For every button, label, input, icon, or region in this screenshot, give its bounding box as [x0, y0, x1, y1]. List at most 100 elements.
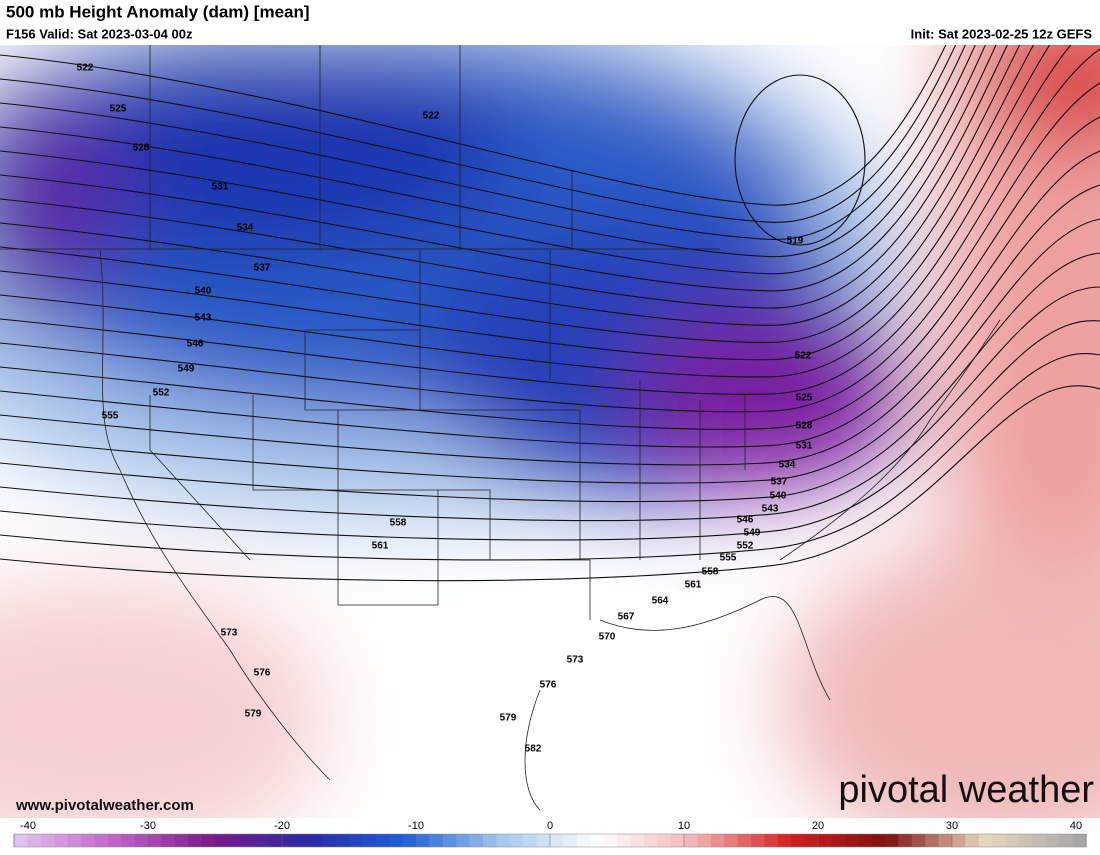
- contour-label: 555: [102, 411, 119, 422]
- colorbar-cell: [657, 834, 672, 847]
- colorbar-cell: [483, 834, 497, 847]
- colorbar-tick-label: -30: [140, 820, 156, 832]
- contour-line: [0, 286, 1100, 522]
- contour-label: 543: [195, 313, 212, 324]
- contour-line: [0, 252, 1100, 503]
- contour-line: [0, 385, 1100, 582]
- website: www.pivotalweather.com: [15, 797, 194, 814]
- colorbar-cell: [14, 834, 28, 847]
- colorbar-tick-label: 20: [812, 820, 824, 832]
- colorbar-cell: [496, 834, 511, 847]
- contour-label: 531: [212, 182, 229, 193]
- colorbar-cell: [938, 834, 953, 847]
- colorbar-cell: [54, 834, 69, 847]
- colorbar-cell: [710, 834, 725, 847]
- contour-label: 546: [737, 515, 754, 526]
- contour-label: 549: [178, 364, 195, 375]
- colorbar-cell: [27, 834, 42, 847]
- colorbar-cell: [952, 834, 966, 847]
- colorbar-cell: [402, 834, 417, 847]
- colorbar-cell: [268, 834, 283, 847]
- contour-label: 561: [685, 580, 702, 591]
- colorbar-cell: [617, 834, 631, 847]
- colorbar-cell: [643, 834, 658, 847]
- init-time: Init: Sat 2023-02-25 12z GEFS: [911, 26, 1093, 41]
- colorbar-tick-label: 40: [1070, 820, 1082, 832]
- colorbar-cell: [536, 834, 551, 847]
- contour-line: [0, 45, 957, 223]
- colorbar-cell: [697, 834, 712, 847]
- contour-line: [0, 150, 1100, 448]
- contour-label: 567: [618, 612, 635, 623]
- colorbar-cell: [550, 834, 564, 847]
- contour-label: 579: [500, 713, 517, 724]
- colorbar-cell: [40, 834, 55, 847]
- colorbar-cell: [965, 834, 980, 847]
- title: 500 mb Height Anomaly (dam) [mean]: [6, 2, 310, 21]
- contour-line: [0, 45, 966, 240]
- contour-line: [0, 320, 1100, 541]
- valid-time: F156 Valid: Sat 2023-03-04 00z: [6, 26, 193, 41]
- contour-label: 534: [779, 460, 796, 471]
- contour-label: 537: [254, 263, 271, 274]
- contour-label: 558: [702, 567, 719, 578]
- contour-label: 552: [153, 388, 170, 399]
- contour-label: 537: [771, 477, 788, 488]
- contour-line: [0, 45, 1021, 326]
- contour-line: [0, 48, 1100, 395]
- borders: [0, 45, 1001, 811]
- contour-label: 576: [254, 668, 271, 679]
- contour-line: [0, 45, 987, 275]
- colorbar-cell: [603, 834, 618, 847]
- colorbar-cell: [992, 834, 1007, 847]
- colorbar-cell: [871, 834, 886, 847]
- colorbar-cell: [684, 834, 698, 847]
- colorbar-cell: [804, 834, 819, 847]
- contour-line: [0, 45, 976, 258]
- colorbar-cell: [215, 834, 229, 847]
- contour-label: 561: [372, 541, 389, 552]
- colorbar-cell: [724, 834, 739, 847]
- contour-line: [0, 45, 1008, 309]
- colorbar-cell: [134, 834, 149, 847]
- colorbar-cell: [228, 834, 243, 847]
- colorbar-cell: [858, 834, 873, 847]
- contour-label: 546: [187, 339, 204, 350]
- contour-label: 576: [540, 680, 557, 691]
- logo: pivotal weather: [838, 769, 1094, 811]
- colorbar-cell: [201, 834, 216, 847]
- colorbar-cell: [161, 834, 176, 847]
- colorbar-cell: [295, 834, 310, 847]
- contour-line: [0, 45, 997, 292]
- colorbar-cell: [1045, 834, 1060, 847]
- colorbar-cell: [362, 834, 377, 847]
- colorbar-cell: [563, 834, 578, 847]
- colorbar-cell: [885, 834, 899, 847]
- colorbar-cell: [456, 834, 471, 847]
- colorbar-cell: [121, 834, 136, 847]
- colorbar-cell: [925, 834, 940, 847]
- colorbar-cell: [911, 834, 926, 847]
- colorbar-cell: [148, 834, 162, 847]
- contour-label: 543: [762, 504, 779, 515]
- colorbar-tick-label: -10: [408, 820, 424, 832]
- contour-label: 519: [787, 236, 804, 247]
- contours: [0, 45, 1100, 582]
- colorbar-cell: [1019, 834, 1033, 847]
- colorbar: -40 -30 -20 -10 0 10 20 30 40: [13, 820, 1087, 848]
- colorbar-cell: [844, 834, 859, 847]
- colorbar-cell: [107, 834, 122, 847]
- colorbar-cell: [670, 834, 685, 847]
- colorbar-cell: [777, 834, 792, 847]
- contour-line: [0, 116, 1100, 430]
- colorbar-cell: [241, 834, 256, 847]
- contour-line: [0, 218, 1100, 484]
- colorbar-cell: [469, 834, 484, 847]
- colorbar-cell: [429, 834, 444, 847]
- colorbar-cell: [818, 834, 832, 847]
- contour-label: 534: [237, 223, 254, 234]
- contour-label: 579: [245, 709, 262, 720]
